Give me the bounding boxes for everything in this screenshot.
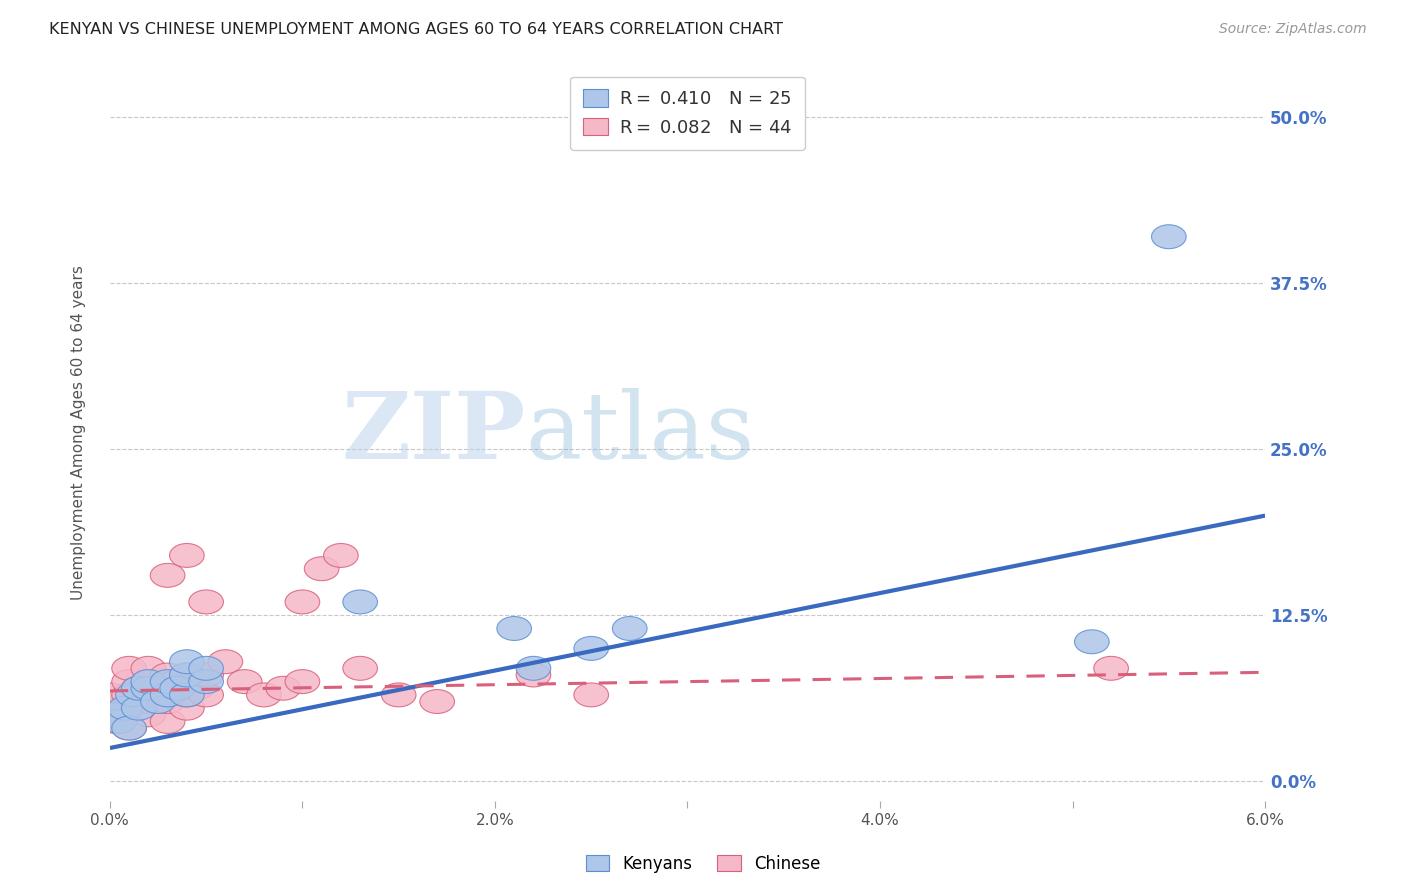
Ellipse shape <box>150 663 186 687</box>
Ellipse shape <box>323 543 359 567</box>
Ellipse shape <box>111 657 146 681</box>
Ellipse shape <box>131 670 166 694</box>
Ellipse shape <box>381 683 416 706</box>
Ellipse shape <box>111 683 146 706</box>
Ellipse shape <box>93 683 127 706</box>
Ellipse shape <box>111 716 146 740</box>
Ellipse shape <box>98 703 134 727</box>
Text: ZIP: ZIP <box>342 388 526 477</box>
Ellipse shape <box>131 657 166 681</box>
Ellipse shape <box>343 657 377 681</box>
Ellipse shape <box>228 670 262 694</box>
Ellipse shape <box>160 670 194 694</box>
Ellipse shape <box>304 557 339 581</box>
Ellipse shape <box>150 690 186 714</box>
Ellipse shape <box>285 670 319 694</box>
Ellipse shape <box>420 690 454 714</box>
Ellipse shape <box>111 697 146 720</box>
Ellipse shape <box>103 709 136 733</box>
Text: KENYAN VS CHINESE UNEMPLOYMENT AMONG AGES 60 TO 64 YEARS CORRELATION CHART: KENYAN VS CHINESE UNEMPLOYMENT AMONG AGE… <box>49 22 783 37</box>
Text: atlas: atlas <box>526 388 755 477</box>
Ellipse shape <box>343 590 377 614</box>
Ellipse shape <box>98 709 134 733</box>
Ellipse shape <box>170 670 204 694</box>
Ellipse shape <box>179 676 214 700</box>
Ellipse shape <box>150 709 186 733</box>
Legend: Kenyans, Chinese: Kenyans, Chinese <box>579 848 827 880</box>
Ellipse shape <box>516 663 551 687</box>
Ellipse shape <box>188 670 224 694</box>
Ellipse shape <box>285 590 319 614</box>
Ellipse shape <box>208 649 243 673</box>
Ellipse shape <box>141 676 176 700</box>
Legend: $\mathregular{R = }$ 0.410   N = 25, $\mathregular{R = }$ 0.082   N = 44: $\mathregular{R = }$ 0.410 N = 25, $\mat… <box>571 77 804 150</box>
Ellipse shape <box>266 676 301 700</box>
Ellipse shape <box>115 683 150 706</box>
Ellipse shape <box>93 697 127 720</box>
Ellipse shape <box>170 663 204 687</box>
Ellipse shape <box>150 683 186 706</box>
Ellipse shape <box>516 657 551 681</box>
Ellipse shape <box>121 676 156 700</box>
Ellipse shape <box>103 690 136 714</box>
Y-axis label: Unemployment Among Ages 60 to 64 years: Unemployment Among Ages 60 to 64 years <box>72 265 86 600</box>
Ellipse shape <box>170 663 204 687</box>
Ellipse shape <box>1152 225 1187 249</box>
Ellipse shape <box>188 683 224 706</box>
Ellipse shape <box>121 697 156 720</box>
Ellipse shape <box>188 590 224 614</box>
Ellipse shape <box>131 690 166 714</box>
Ellipse shape <box>188 663 224 687</box>
Ellipse shape <box>170 697 204 720</box>
Text: Source: ZipAtlas.com: Source: ZipAtlas.com <box>1219 22 1367 37</box>
Ellipse shape <box>111 670 146 694</box>
Ellipse shape <box>170 683 204 706</box>
Ellipse shape <box>150 564 186 587</box>
Ellipse shape <box>574 683 609 706</box>
Ellipse shape <box>1074 630 1109 654</box>
Ellipse shape <box>108 697 142 720</box>
Ellipse shape <box>170 543 204 567</box>
Ellipse shape <box>188 657 224 681</box>
Ellipse shape <box>131 670 166 694</box>
Ellipse shape <box>150 676 186 700</box>
Ellipse shape <box>1094 657 1129 681</box>
Ellipse shape <box>111 716 146 740</box>
Ellipse shape <box>246 683 281 706</box>
Ellipse shape <box>131 676 166 700</box>
Ellipse shape <box>121 676 156 700</box>
Ellipse shape <box>170 683 204 706</box>
Ellipse shape <box>574 637 609 660</box>
Ellipse shape <box>160 676 194 700</box>
Ellipse shape <box>150 670 186 694</box>
Ellipse shape <box>496 616 531 640</box>
Ellipse shape <box>170 649 204 673</box>
Ellipse shape <box>613 616 647 640</box>
Ellipse shape <box>131 703 166 727</box>
Ellipse shape <box>141 690 176 714</box>
